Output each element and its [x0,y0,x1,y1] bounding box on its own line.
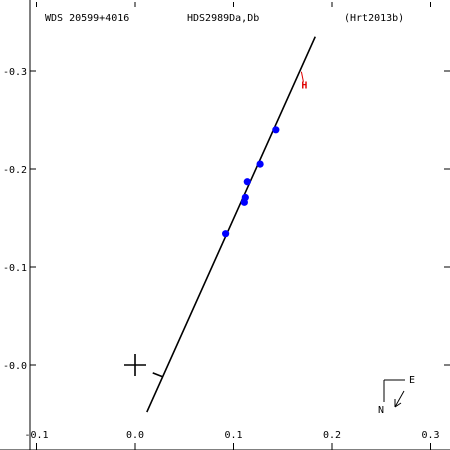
axis-ticks: -0.1 0.0 0.1 0.2 0.3 -0.0 -0.1 -0.2 -0.3 [3,2,450,450]
y-tick-label: -0.1 [3,263,27,274]
compass-north-label: N [378,405,384,416]
data-point [256,160,264,168]
data-point [222,230,230,238]
header-reference-label: (Hrt2013b) [344,13,404,24]
orbit-line [146,36,316,413]
marker-h: H [300,71,307,92]
x-tick-label: -0.1 [24,430,48,441]
y-tick-label: -0.2 [3,165,27,176]
arrow-icon [394,390,405,408]
compass-rose: E N [378,375,415,416]
marker-h-label: H [301,81,307,92]
observation-points [222,126,280,238]
compass-east-label: E [409,375,415,386]
header-pair-label: HDS2989Da,Db [187,13,259,24]
periastron-tick [152,372,163,378]
x-tick-label: 0.0 [126,430,144,441]
header-wds-label: WDS 20599+4016 [45,13,129,24]
x-tick-label: 0.2 [323,430,341,441]
data-point [243,178,251,186]
primary-star-marker [124,354,146,376]
data-point [241,193,249,202]
data-point [272,126,280,134]
x-tick-label: 0.1 [224,430,242,441]
y-tick-label: -0.3 [3,67,27,78]
marker-stem [300,71,304,82]
y-tick-label: -0.0 [3,361,27,372]
x-tick-label: 0.3 [421,430,439,441]
